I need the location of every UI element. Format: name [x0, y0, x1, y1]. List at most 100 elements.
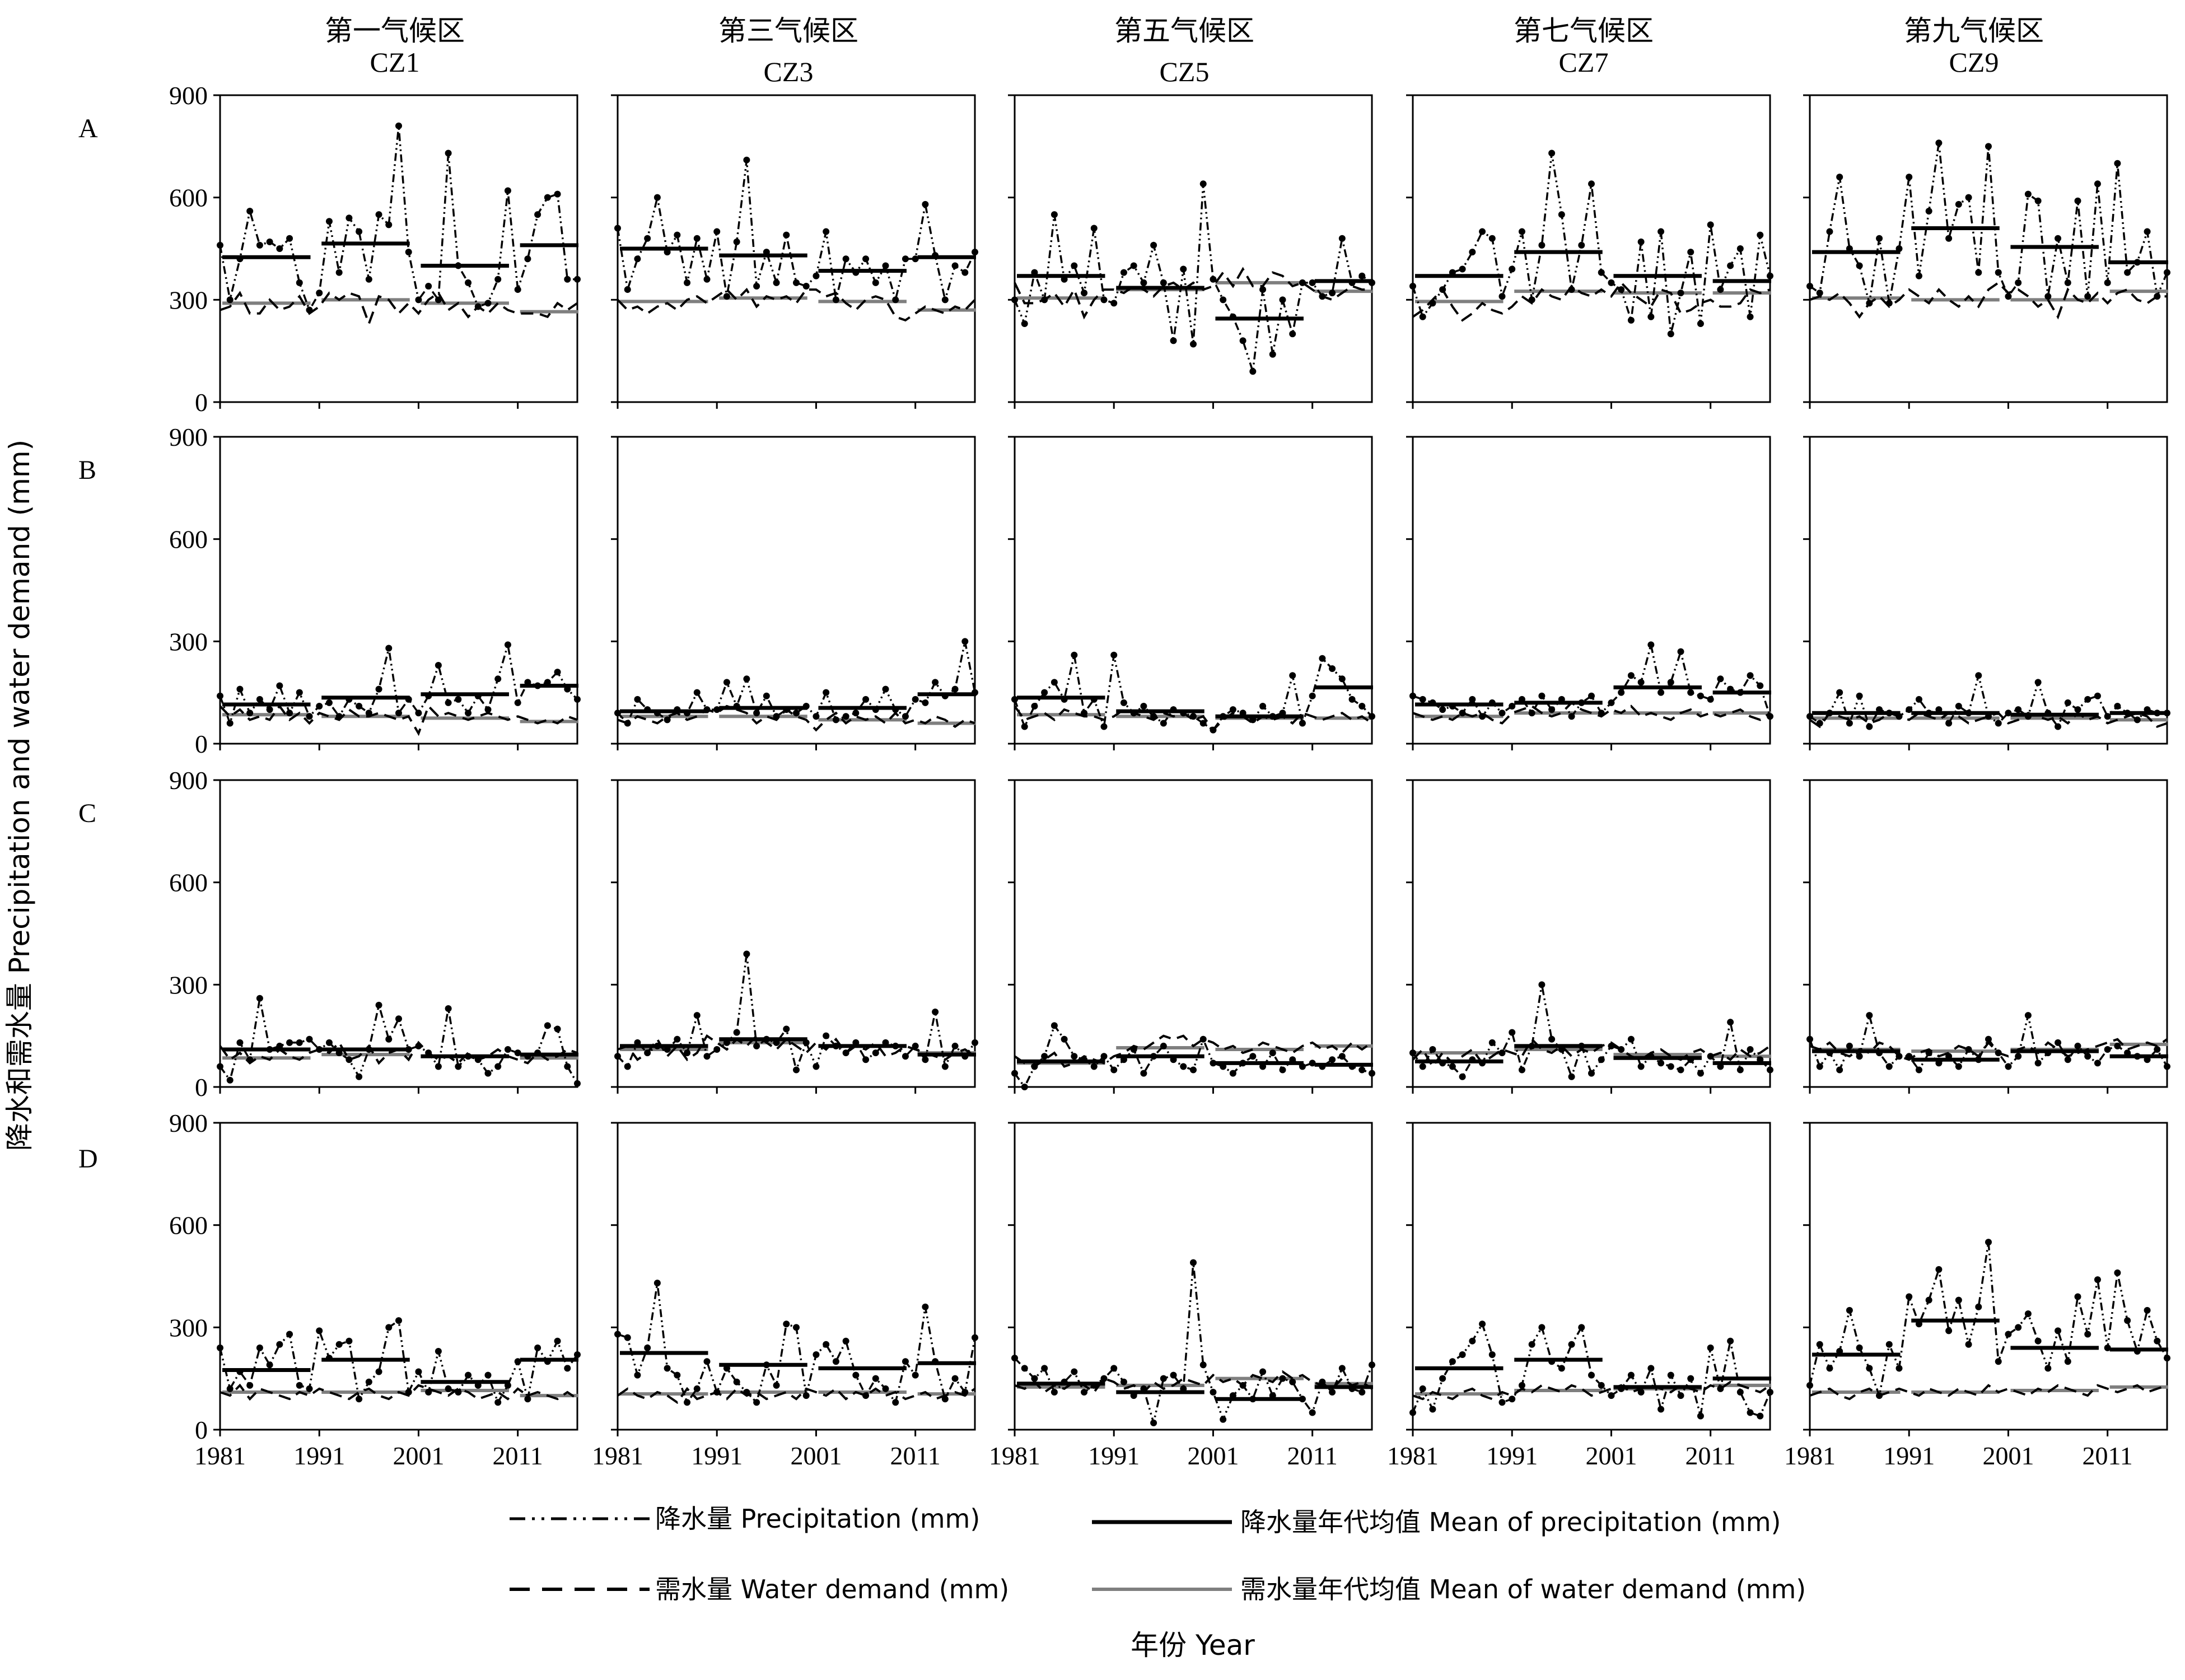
precipitation-point: [932, 1009, 939, 1016]
precipitation-point: [753, 710, 760, 717]
precipitation-point: [634, 1371, 641, 1379]
precipitation-point: [1170, 1371, 1177, 1379]
x-tick-label: 1991: [293, 1441, 345, 1470]
precipitation-point: [1558, 1365, 1565, 1372]
precipitation-point: [365, 1378, 372, 1385]
precipitation-point: [1876, 235, 1883, 242]
precipitation-point: [1866, 300, 1873, 307]
demand-series-line: [1809, 1384, 2168, 1401]
precipitation-point: [961, 1389, 969, 1396]
precipitation-point: [346, 1337, 353, 1345]
precipitation-point: [1081, 290, 1088, 297]
panel-frame: [617, 1122, 976, 1431]
precipitation-point: [1816, 290, 1823, 297]
precipitation-point: [1598, 269, 1605, 276]
precipitation-point: [1767, 1066, 1773, 1074]
precipitation-point: [2005, 1063, 2012, 1070]
precipitation-point: [445, 1005, 452, 1012]
precipitation-point: [1269, 1049, 1276, 1057]
precipitation-point: [733, 1029, 740, 1036]
precipitation-point: [554, 190, 561, 198]
precipitation-point: [1677, 648, 1684, 655]
precipitation-point: [961, 269, 969, 276]
x-tick-label: 1981: [1387, 1441, 1439, 1470]
precipitation-point: [1459, 1073, 1466, 1080]
precipitation-point: [823, 689, 830, 696]
precipitation-point: [1885, 1341, 1893, 1348]
precipitation-point: [316, 290, 323, 297]
precipitation-point: [1469, 696, 1476, 703]
precipitation-point: [842, 713, 849, 720]
precipitation-point: [674, 231, 681, 239]
precipitation-point: [395, 1317, 402, 1324]
precipitation-point: [415, 296, 422, 304]
precipitation-point: [1190, 1066, 1197, 1074]
precipitation-point: [2044, 293, 2052, 300]
precipitation-point: [1816, 1063, 1823, 1070]
precipitation-point: [1439, 706, 1446, 713]
precipitation-point: [813, 1351, 820, 1359]
demand-series-line: [1809, 711, 2168, 729]
precipitation-point: [2064, 279, 2071, 286]
precipitation-point: [2034, 679, 2042, 686]
precipitation-point: [504, 641, 511, 648]
precipitation-point: [217, 1063, 223, 1070]
precipitation-point: [554, 669, 561, 676]
precipitation-point: [743, 675, 750, 683]
precipitation-point: [1369, 1361, 1375, 1369]
precipitation-point: [743, 1389, 750, 1396]
precipitation-point: [1658, 1060, 1665, 1067]
precipitation-point: [1747, 1409, 1754, 1416]
precipitation-point: [1051, 679, 1058, 686]
precipitation-point: [2064, 699, 2071, 706]
precipitation-point: [1140, 279, 1147, 286]
precipitation-point: [1667, 679, 1674, 686]
precipitation-point: [1568, 1341, 1575, 1348]
precipitation-point: [1338, 235, 1346, 242]
precipitation-point: [514, 1358, 521, 1365]
precipitation-point: [375, 211, 382, 218]
precipitation-point: [217, 241, 223, 249]
precipitation-point: [544, 194, 551, 201]
precipitation-point: [1915, 272, 1922, 279]
precipitation-point: [1618, 1046, 1625, 1053]
precipitation-point: [1538, 692, 1546, 699]
precipitation-point: [217, 1344, 223, 1351]
precipitation-point: [1081, 710, 1088, 717]
precipitation-point: [1985, 1239, 1992, 1246]
precipitation-point: [1419, 1385, 1426, 1392]
precipitation-point: [972, 249, 978, 256]
precipitation-point: [1538, 981, 1546, 988]
precipitation-point: [1965, 1046, 1972, 1053]
precipitation-point: [912, 1042, 919, 1049]
precipitation-point: [1856, 1053, 1863, 1060]
precipitation-point: [1637, 679, 1645, 686]
panel-B-CZ9: [1803, 436, 2170, 750]
precipitation-point: [1767, 272, 1773, 279]
precipitation-point: [1229, 1070, 1236, 1077]
precipitation-point: [1479, 713, 1486, 720]
precipitation-point: [504, 187, 511, 194]
precipitation-point: [1727, 1019, 1734, 1026]
precipitation-point: [743, 950, 750, 958]
precipitation-point: [1757, 1412, 1764, 1420]
y-tick-label: 0: [195, 1073, 208, 1102]
precipitation-point: [753, 1399, 760, 1406]
precipitation-point: [385, 645, 393, 652]
precipitation-point: [1469, 249, 1476, 256]
precipitation-point: [713, 706, 721, 713]
precipitation-point: [534, 211, 541, 218]
panel-D-CZ5: 1981 1991 2001 2011: [989, 1122, 1375, 1470]
precipitation-point: [664, 1365, 671, 1372]
panel-D-CZ1: 0 300 600 900 1981 1991 2001 2011: [169, 1109, 581, 1470]
precipitation-point: [2044, 1365, 2052, 1372]
precipitation-point: [1955, 703, 1962, 710]
precipitation-point: [1031, 703, 1038, 710]
y-tick-label: 600: [169, 525, 208, 554]
precipitation-point: [1965, 1341, 1972, 1348]
precipitation-point: [1100, 723, 1108, 730]
precipitation-point: [1975, 1303, 1982, 1310]
precipitation-point: [1309, 1409, 1316, 1416]
x-tick-label: 1991: [1883, 1441, 1935, 1470]
precipitation-point: [564, 276, 571, 283]
